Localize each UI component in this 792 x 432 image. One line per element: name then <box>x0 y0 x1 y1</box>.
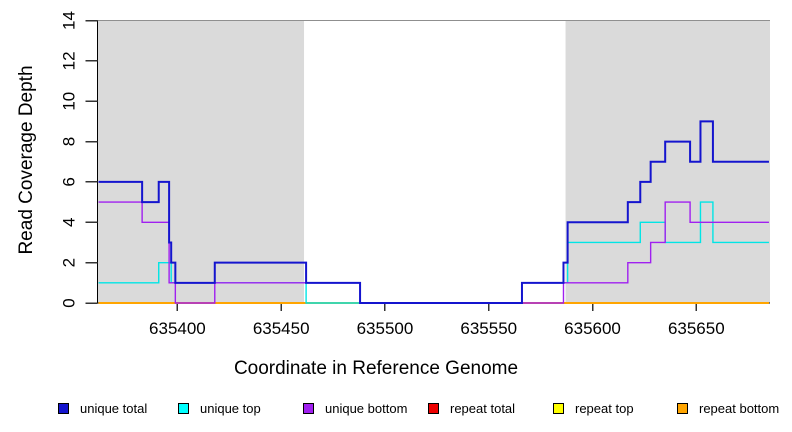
y-tick-label: 10 <box>60 92 79 111</box>
y-tick-label: 8 <box>60 137 79 146</box>
y-tick-label: 12 <box>60 51 79 70</box>
y-tick-label: 2 <box>60 258 79 267</box>
y-tick-label: 6 <box>60 177 79 186</box>
x-tick-label: 635400 <box>149 319 206 338</box>
x-tick-label: 635550 <box>460 319 517 338</box>
y-tick-label: 14 <box>60 11 79 30</box>
x-tick-label: 635600 <box>564 319 621 338</box>
series-unique-total <box>98 120 769 304</box>
y-tick-label: 0 <box>60 298 79 307</box>
x-tick-label: 635500 <box>357 319 414 338</box>
x-tick-label: 635450 <box>253 319 310 338</box>
y-tick-label: 4 <box>60 218 79 227</box>
y-axis-title: Read Coverage Depth <box>16 65 37 255</box>
left-shaded-region <box>97 20 305 303</box>
x-axis-title: Coordinate in Reference Genome <box>233 358 519 379</box>
x-tick-label: 635650 <box>668 319 725 338</box>
